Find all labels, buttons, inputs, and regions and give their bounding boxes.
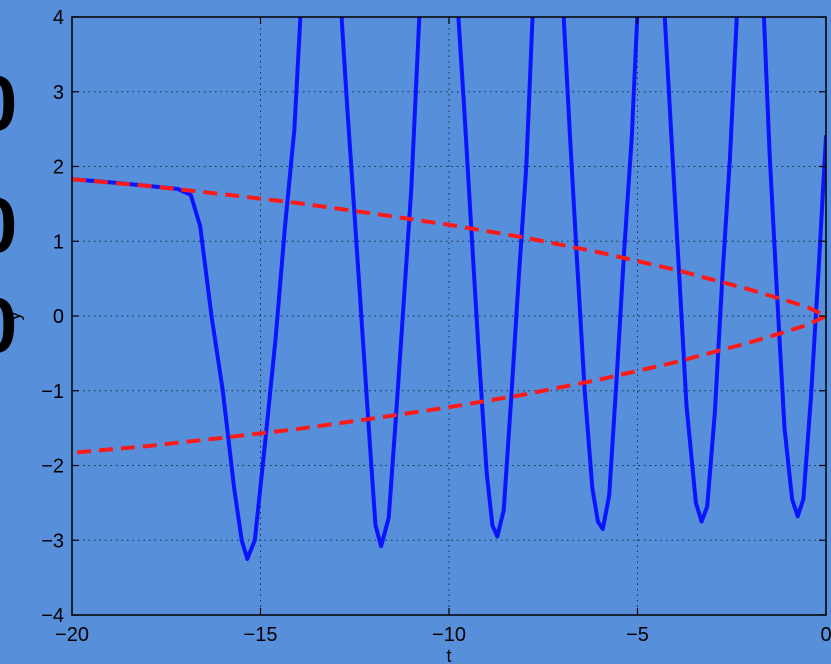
series-layer (72, 17, 826, 561)
y-axis-label: y (4, 312, 24, 321)
series-line-dashed (72, 177, 826, 455)
y-tick-label: 2 (53, 157, 64, 179)
x-tick-label: −20 (55, 624, 89, 646)
x-axis-ticks: −20 −15 −10 −5 0 (55, 17, 831, 646)
y-axis-ticks: −4 −3 −2 −1 0 1 2 3 4 (41, 7, 826, 627)
y-tick-label: −1 (41, 381, 64, 403)
x-tick-label: −10 (432, 624, 466, 646)
side-glyph-zero: 0 (0, 281, 17, 369)
y-tick-label: −2 (41, 456, 64, 478)
y-tick-label: 4 (53, 7, 64, 29)
side-glyph-zero: 0 (0, 59, 17, 147)
side-glyph-zero: 0 (0, 181, 17, 269)
x-tick-label: −5 (626, 624, 649, 646)
grid (72, 17, 826, 615)
side-glyphs: 0 0 0 (0, 59, 17, 369)
x-axis-label: t (446, 646, 451, 664)
y-tick-label: 1 (53, 231, 64, 253)
y-tick-label: −4 (41, 605, 64, 627)
plot-frame (71, 16, 827, 616)
series-line-solid (72, 17, 826, 561)
x-tick-label: 0 (820, 624, 831, 646)
y-tick-label: 3 (53, 82, 64, 104)
y-tick-label: 0 (53, 306, 64, 328)
y-tick-label: −3 (41, 530, 64, 552)
x-tick-label: −15 (244, 624, 278, 646)
